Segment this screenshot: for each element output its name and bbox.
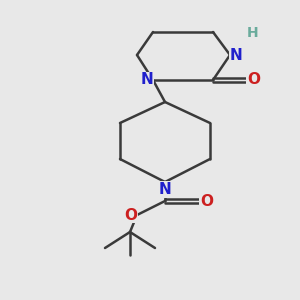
- Text: O: O: [124, 208, 137, 223]
- Text: N: N: [159, 182, 171, 197]
- Text: N: N: [230, 47, 243, 62]
- Text: O: O: [200, 194, 213, 208]
- Text: O: O: [247, 73, 260, 88]
- Text: H: H: [247, 26, 258, 40]
- Text: N: N: [140, 73, 153, 88]
